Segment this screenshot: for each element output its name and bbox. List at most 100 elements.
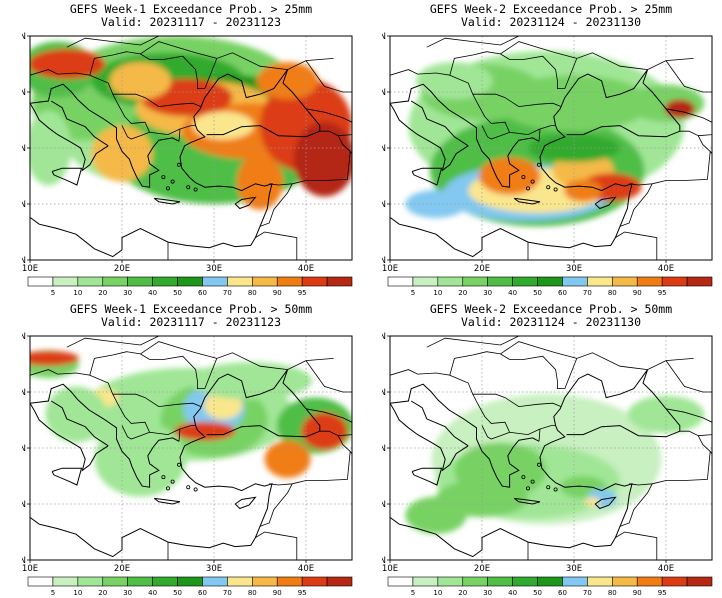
country-border (426, 336, 519, 348)
colorbar-tick-label: 20 (458, 289, 467, 297)
colorbar: 5 10 20 30 40 50 60 70 80 90 95 (27, 276, 353, 297)
country-border (472, 94, 541, 136)
colorbar-swatch (152, 576, 178, 587)
island (161, 475, 166, 480)
colorbar-tick-label: 50 (533, 589, 542, 597)
colorbar-swatch (127, 276, 153, 287)
colorbar-tick-label: 20 (98, 289, 107, 297)
country-border (504, 97, 562, 108)
colorbar-swatch (661, 276, 688, 287)
probability-region (627, 395, 705, 434)
map-area (30, 336, 352, 560)
colorbar-swatch (102, 276, 128, 287)
panel-valid-dates: Valid: 20231117 - 20231123 (100, 15, 281, 29)
country-border (144, 97, 202, 108)
country-border (140, 341, 217, 359)
coastline (411, 467, 443, 486)
coastline (30, 83, 180, 188)
latitude-label: 40N (22, 144, 26, 154)
country-border (66, 36, 159, 48)
latitude-label: 45N (382, 88, 386, 98)
country-border (255, 531, 298, 560)
coastline (410, 400, 469, 447)
colorbar-swatch (412, 276, 439, 287)
country-border (112, 394, 181, 436)
colorbar-swatch (127, 576, 153, 587)
colorbar-tick-label: 90 (273, 289, 282, 297)
country-border (629, 130, 711, 186)
longitude-label: 10E (22, 564, 38, 574)
island (165, 186, 170, 191)
probability-region (45, 386, 107, 443)
island (177, 462, 182, 467)
colorbar-swatch (52, 276, 79, 287)
island (521, 175, 526, 180)
panel-week2-50mm: GEFS Week-2 Exceedance Prob. > 50mm Vali… (382, 300, 720, 598)
colorbar-swatch (512, 276, 538, 287)
coastline (390, 102, 469, 172)
colorbar-tick-label: 30 (483, 589, 492, 597)
latitude-label: 35N (22, 200, 26, 210)
colorbar-tick-label: 5 (411, 589, 415, 597)
colorbar-tick-label: 70 (583, 289, 592, 297)
colorbar-tick-label: 20 (98, 589, 107, 597)
country-border (121, 125, 150, 140)
probability-map: 50N 45N 40N 35N 30N10E 20E 30E 40E 5 10 20 30 40 50 60… (382, 332, 713, 597)
colorbar-swatch (537, 276, 563, 287)
colorbar-swatch (27, 576, 54, 587)
longitude-label: 10E (382, 564, 398, 574)
colorbar-tick-label: 40 (148, 589, 157, 597)
longitude-label: 30E (206, 264, 222, 274)
probability-region (264, 440, 311, 478)
latitude-label: 30N (22, 556, 26, 566)
country-border (30, 51, 205, 89)
colorbar-tick-label: 50 (533, 289, 542, 297)
probability-region (497, 75, 651, 132)
coastline (51, 167, 83, 186)
colorbar-swatch (686, 276, 713, 287)
colorbar-swatch (587, 276, 613, 287)
country-border (615, 531, 658, 560)
probability-region (30, 110, 72, 186)
latitude-label: 40N (22, 444, 26, 454)
colorbar-swatch (661, 576, 688, 587)
panel-valid-dates: Valid: 20231124 - 20231130 (460, 315, 641, 329)
panel-title: GEFS Week-1 Exceedance Prob. > 25mm (69, 2, 313, 16)
country-border (178, 425, 196, 442)
colorbar-tick-label: 20 (458, 589, 467, 597)
colorbar-tick-label: 70 (223, 289, 232, 297)
colorbar-tick-label: 50 (173, 289, 182, 297)
colorbar-swatch (177, 576, 203, 587)
longitude-label: 30E (206, 564, 222, 574)
longitude-label: 20E (474, 264, 490, 274)
latitude-label: 30N (382, 556, 386, 566)
colorbar-swatch (301, 576, 328, 587)
colorbar-swatch (301, 276, 328, 287)
coastline (30, 69, 321, 258)
country-border (665, 60, 712, 93)
colorbar-swatch (152, 276, 178, 287)
colorbar-tick-label: 90 (633, 289, 642, 297)
country-border (426, 36, 519, 48)
colorbar-tick-label: 90 (273, 589, 282, 597)
colorbar-tick-label: 40 (508, 589, 517, 597)
coastline (51, 467, 83, 486)
colorbar-swatch (636, 276, 663, 287)
colorbar-tick-label: 90 (633, 589, 642, 597)
probability-region (91, 125, 153, 182)
country-border (619, 483, 653, 527)
country-border (305, 408, 352, 437)
probability-region (30, 350, 80, 366)
probability-map: 50N 45N 40N 35N 30N10E 20E 30E 40E 5 10 20 30 40 50 60… (22, 32, 353, 297)
country-border (30, 351, 205, 389)
probability-region (109, 62, 172, 100)
longitude-label: 10E (382, 264, 398, 274)
colorbar-swatch (686, 576, 713, 587)
longitude-label: 30E (566, 264, 582, 274)
latitude-label: 40N (382, 444, 386, 454)
colorbar-swatch (276, 276, 303, 287)
latitude-label: 45N (22, 388, 26, 398)
panel-valid-dates: Valid: 20231124 - 20231130 (460, 15, 641, 29)
coastline (594, 496, 617, 510)
colorbar-swatch (202, 576, 228, 587)
